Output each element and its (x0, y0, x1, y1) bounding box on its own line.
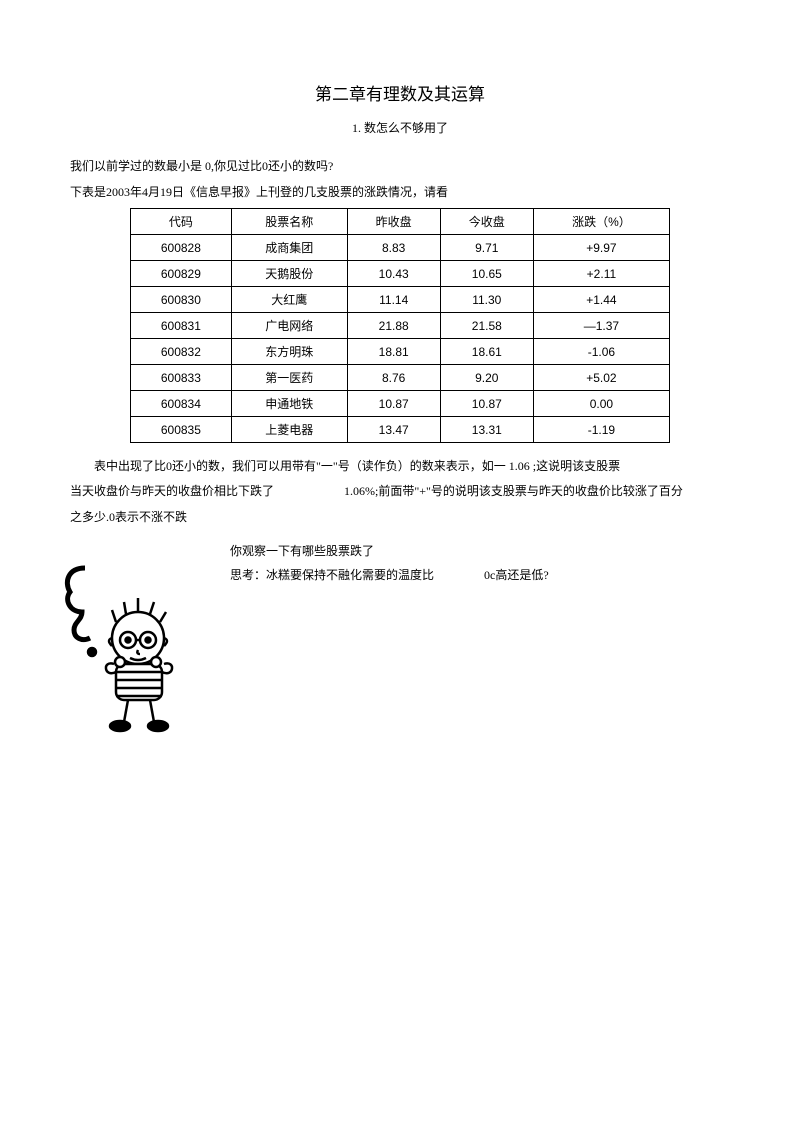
thinking-boy-icon (60, 560, 195, 735)
cell-name: 申通地铁 (231, 391, 347, 417)
cell-code: 600831 (131, 313, 232, 339)
table-row: 600832 东方明珠 18.81 18.61 -1.06 (131, 339, 670, 365)
cell-change: +1.44 (533, 287, 669, 313)
cell-code: 600834 (131, 391, 232, 417)
cell-name: 东方明珠 (231, 339, 347, 365)
section-subtitle: 1. 数怎么不够用了 (70, 119, 730, 136)
cell-code: 600833 (131, 365, 232, 391)
cell-code: 600829 (131, 261, 232, 287)
explain-2b: 1.06%;前面带"+"号的说明该支股票与昨天的收盘价比较涨了百分 (344, 484, 683, 498)
cell-prev: 13.47 (347, 417, 440, 443)
cell-change: +2.11 (533, 261, 669, 287)
cell-name: 第一医药 (231, 365, 347, 391)
cell-code: 600830 (131, 287, 232, 313)
cell-today: 9.71 (440, 235, 533, 261)
cell-change: 0.00 (533, 391, 669, 417)
explain-line-1: 表中出现了比0还小的数，我们可以用带有"一"号（读作负）的数来表示，如一 1.0… (70, 453, 730, 479)
cell-change: —1.37 (533, 313, 669, 339)
cell-today: 21.58 (440, 313, 533, 339)
explain-2a: 当天收盘价与昨天的收盘价相比下跌了 (70, 484, 274, 498)
cell-today: 11.30 (440, 287, 533, 313)
col-code: 代码 (131, 209, 232, 235)
table-header-row: 代码 股票名称 昨收盘 今收盘 涨跌（%） (131, 209, 670, 235)
cell-change: +9.97 (533, 235, 669, 261)
cell-today: 10.87 (440, 391, 533, 417)
cell-name: 广电网络 (231, 313, 347, 339)
cell-prev: 11.14 (347, 287, 440, 313)
cell-today: 13.31 (440, 417, 533, 443)
cell-name: 大红鹰 (231, 287, 347, 313)
intro-line-1: 我们以前学过的数最小是 0,你见过比0还小的数吗? (70, 154, 730, 178)
cell-change: +5.02 (533, 365, 669, 391)
cell-change: -1.19 (533, 417, 669, 443)
cell-change: -1.06 (533, 339, 669, 365)
table-row: 600831 广电网络 21.88 21.58 —1.37 (131, 313, 670, 339)
col-name: 股票名称 (231, 209, 347, 235)
cell-today: 10.65 (440, 261, 533, 287)
cell-code: 600832 (131, 339, 232, 365)
table-row: 600833 第一医药 8.76 9.20 +5.02 (131, 365, 670, 391)
col-change: 涨跌（%） (533, 209, 669, 235)
table-row: 600830 大红鹰 11.14 11.30 +1.44 (131, 287, 670, 313)
cell-prev: 8.76 (347, 365, 440, 391)
cell-code: 600835 (131, 417, 232, 443)
chapter-title: 第二章有理数及其运算 (70, 80, 730, 105)
table-row: 600835 上菱电器 13.47 13.31 -1.19 (131, 417, 670, 443)
explain-line-3: 之多少.0表示不涨不跌 (70, 505, 730, 529)
think-line: 思考：冰糕要保持不融化需要的温度比 0c高还是低? (230, 563, 730, 587)
explain-line-2: 当天收盘价与昨天的收盘价相比下跌了 1.06%;前面带"+"号的说明该支股票与昨天… (70, 479, 730, 503)
intro-line-2: 下表是2003年4月19日《信息早报》上刊登的几支股票的涨跌情况，请看 (70, 180, 730, 204)
cell-prev: 8.83 (347, 235, 440, 261)
observe-line: 你观察一下有哪些股票跌了 (230, 539, 730, 563)
table-row: 600828 成商集团 8.83 9.71 +9.97 (131, 235, 670, 261)
table-row: 600829 天鹅股份 10.43 10.65 +2.11 (131, 261, 670, 287)
col-prev: 昨收盘 (347, 209, 440, 235)
col-today: 今收盘 (440, 209, 533, 235)
cell-name: 成商集团 (231, 235, 347, 261)
cell-name: 上菱电器 (231, 417, 347, 443)
cell-code: 600828 (131, 235, 232, 261)
cell-prev: 10.43 (347, 261, 440, 287)
cell-today: 9.20 (440, 365, 533, 391)
stock-table: 代码 股票名称 昨收盘 今收盘 涨跌（%） 600828 成商集团 8.83 9… (130, 208, 670, 443)
think-b: 0c高还是低? (484, 568, 549, 582)
cell-prev: 21.88 (347, 313, 440, 339)
cell-today: 18.61 (440, 339, 533, 365)
cell-prev: 10.87 (347, 391, 440, 417)
cell-name: 天鹅股份 (231, 261, 347, 287)
table-row: 600834 申通地铁 10.87 10.87 0.00 (131, 391, 670, 417)
cell-prev: 18.81 (347, 339, 440, 365)
think-a: 思考：冰糕要保持不融化需要的温度比 (230, 568, 434, 582)
